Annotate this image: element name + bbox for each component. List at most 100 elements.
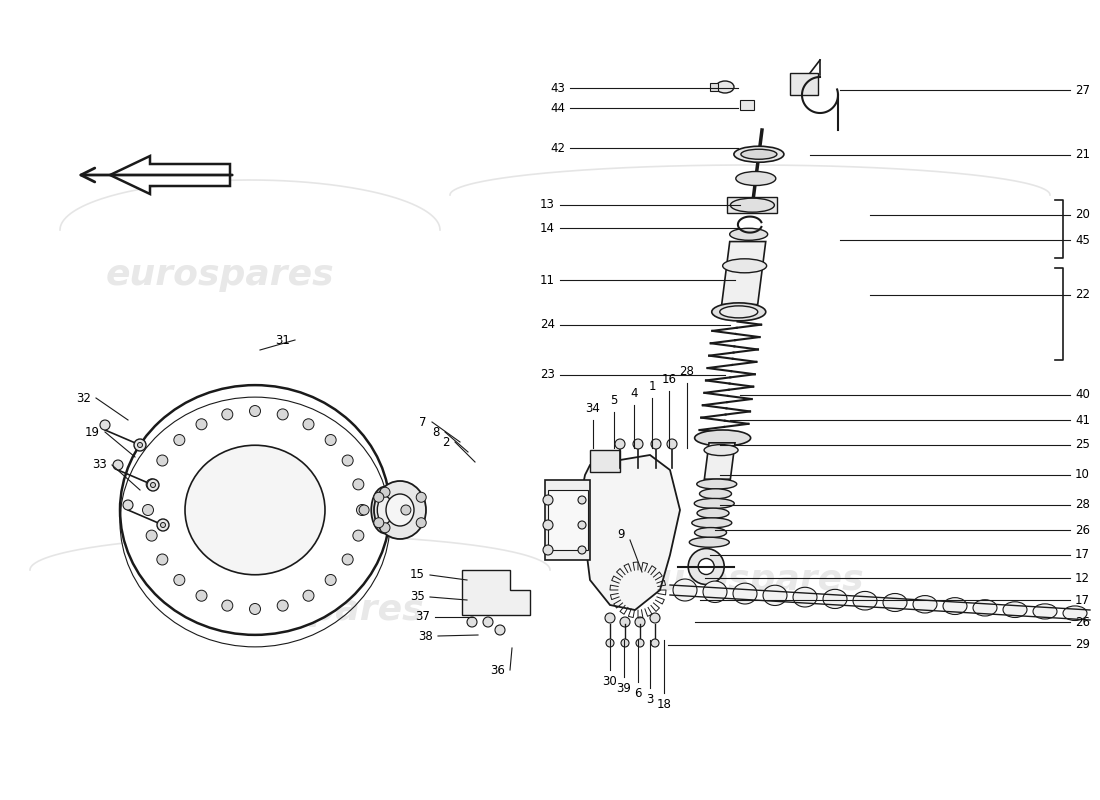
- Text: 11: 11: [540, 274, 556, 286]
- Text: 13: 13: [540, 198, 556, 211]
- Circle shape: [416, 492, 426, 502]
- Circle shape: [667, 439, 676, 449]
- Circle shape: [222, 600, 233, 611]
- Text: 33: 33: [92, 458, 107, 471]
- Ellipse shape: [692, 518, 732, 528]
- Text: 9: 9: [617, 529, 625, 542]
- Text: 24: 24: [540, 318, 556, 331]
- Text: 31: 31: [275, 334, 290, 346]
- Text: 28: 28: [680, 365, 694, 378]
- Text: eurospares: eurospares: [106, 258, 334, 292]
- Text: 30: 30: [603, 675, 617, 688]
- Ellipse shape: [690, 538, 729, 547]
- Bar: [544, 480, 590, 560]
- Text: 27: 27: [1075, 83, 1090, 97]
- Ellipse shape: [716, 81, 734, 93]
- Ellipse shape: [974, 600, 997, 616]
- Circle shape: [326, 574, 337, 586]
- Circle shape: [100, 420, 110, 430]
- Circle shape: [157, 519, 169, 531]
- Text: 37: 37: [415, 610, 430, 623]
- Bar: [740, 100, 754, 110]
- Ellipse shape: [694, 430, 750, 446]
- Ellipse shape: [734, 146, 784, 162]
- Circle shape: [157, 455, 168, 466]
- Polygon shape: [580, 455, 680, 610]
- Circle shape: [606, 639, 614, 647]
- Text: 10: 10: [1075, 469, 1090, 482]
- Circle shape: [138, 442, 143, 447]
- Circle shape: [379, 522, 390, 533]
- Ellipse shape: [741, 150, 777, 159]
- Circle shape: [277, 409, 288, 420]
- Circle shape: [400, 505, 411, 515]
- Circle shape: [342, 455, 353, 466]
- Circle shape: [196, 590, 207, 602]
- Text: 19: 19: [85, 426, 100, 438]
- Ellipse shape: [1063, 606, 1087, 621]
- Ellipse shape: [723, 258, 767, 273]
- Ellipse shape: [374, 481, 426, 539]
- Circle shape: [146, 479, 157, 490]
- Circle shape: [698, 558, 714, 574]
- Circle shape: [353, 479, 364, 490]
- Circle shape: [379, 487, 390, 498]
- Circle shape: [161, 522, 165, 527]
- Circle shape: [174, 434, 185, 446]
- Ellipse shape: [372, 486, 398, 534]
- Circle shape: [615, 439, 625, 449]
- Circle shape: [483, 617, 493, 627]
- Circle shape: [632, 439, 644, 449]
- Ellipse shape: [729, 228, 768, 240]
- Text: 8: 8: [432, 426, 440, 438]
- Circle shape: [578, 521, 586, 529]
- Text: 3: 3: [647, 693, 653, 706]
- Text: 38: 38: [418, 630, 433, 642]
- Circle shape: [146, 530, 157, 541]
- Ellipse shape: [704, 445, 738, 456]
- Circle shape: [374, 492, 384, 502]
- Circle shape: [113, 460, 123, 470]
- Ellipse shape: [696, 479, 737, 489]
- Ellipse shape: [733, 583, 757, 604]
- Ellipse shape: [1003, 602, 1027, 618]
- Circle shape: [651, 639, 659, 647]
- Text: 17: 17: [1075, 594, 1090, 606]
- Text: 26: 26: [1075, 615, 1090, 629]
- Ellipse shape: [823, 590, 847, 609]
- Circle shape: [416, 518, 426, 528]
- Text: 4: 4: [630, 387, 638, 400]
- Polygon shape: [722, 242, 766, 305]
- Circle shape: [605, 613, 615, 623]
- Circle shape: [326, 434, 337, 446]
- Circle shape: [635, 617, 645, 627]
- Bar: [710, 83, 718, 91]
- Text: 36: 36: [491, 663, 505, 677]
- Circle shape: [578, 546, 586, 554]
- Text: 12: 12: [1075, 571, 1090, 585]
- Text: 18: 18: [657, 698, 671, 711]
- Ellipse shape: [712, 303, 766, 321]
- Circle shape: [196, 418, 207, 430]
- Text: 43: 43: [550, 82, 565, 94]
- Text: 15: 15: [410, 569, 425, 582]
- Text: 26: 26: [1075, 523, 1090, 537]
- Ellipse shape: [730, 198, 774, 212]
- Circle shape: [621, 639, 629, 647]
- Circle shape: [302, 590, 313, 602]
- Circle shape: [174, 574, 185, 586]
- Circle shape: [342, 554, 353, 565]
- Text: 1: 1: [648, 380, 656, 393]
- Text: 28: 28: [1075, 498, 1090, 511]
- Text: 35: 35: [410, 590, 425, 603]
- Circle shape: [143, 505, 154, 515]
- Ellipse shape: [913, 595, 937, 613]
- Circle shape: [359, 505, 370, 515]
- Circle shape: [353, 530, 364, 541]
- Ellipse shape: [943, 598, 967, 614]
- Text: 22: 22: [1075, 289, 1090, 302]
- Circle shape: [543, 520, 553, 530]
- Bar: [790, 73, 818, 95]
- Text: 32: 32: [76, 391, 91, 405]
- Text: 20: 20: [1075, 209, 1090, 222]
